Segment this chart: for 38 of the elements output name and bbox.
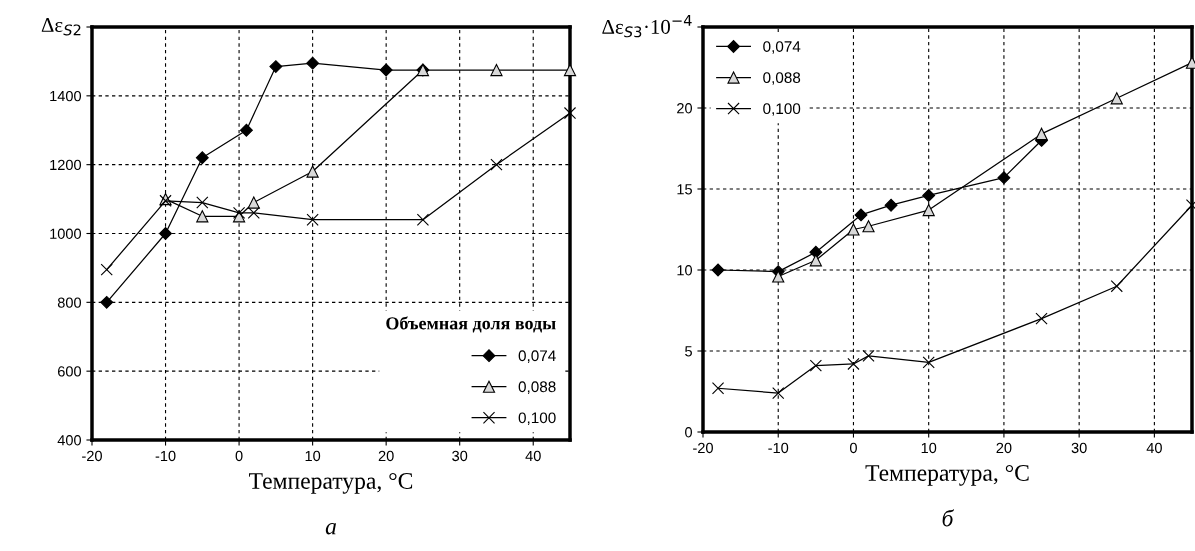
- y-tick-label: 1000: [50, 228, 82, 239]
- x-tick-label: 40: [525, 450, 541, 462]
- y-axis-title: Δε$_{S2}$: [41, 18, 81, 36]
- x-tick-label: 20: [996, 442, 1012, 454]
- x-axis-title: Температура, °C: [249, 472, 413, 494]
- legend-label: 0,088: [763, 72, 801, 85]
- y-tick-label: 20: [677, 103, 693, 114]
- x-tick-label: 0: [235, 450, 243, 462]
- x-tick-label: 40: [1146, 442, 1162, 454]
- x-tick-label: 30: [452, 450, 468, 462]
- legend-label: 0,088: [518, 381, 556, 394]
- y-tick-label: 10: [677, 265, 693, 276]
- x-tick-label: 30: [1071, 442, 1087, 454]
- legend-label: 0,100: [518, 412, 556, 426]
- x-tick-label: 20: [378, 450, 394, 462]
- legend-label: 0,074: [518, 350, 556, 363]
- y-tick-label: 1200: [50, 159, 82, 171]
- y-tick-label: 400: [57, 435, 82, 446]
- x-tick-label: -10: [155, 450, 176, 462]
- y-axis-title: Δε$_{S3}$·10$^{−4}$: [602, 15, 692, 38]
- x-axis-title: Температура, °C: [865, 464, 1029, 486]
- legend-label: 0,100: [763, 103, 801, 116]
- x-tick-label: 10: [921, 442, 937, 454]
- y-tick-label: 1400: [50, 90, 82, 102]
- y-tick-label: 800: [57, 297, 82, 308]
- y-tick-label: 0: [685, 427, 693, 438]
- x-tick-label: -20: [82, 450, 102, 462]
- y-tick-label: 600: [57, 366, 82, 377]
- x-tick-label: 10: [305, 450, 321, 462]
- legend-title: Объемная доля воды: [386, 316, 556, 333]
- y-tick-label: 15: [677, 184, 692, 195]
- y-tick-label: 5: [685, 346, 692, 357]
- x-tick-label: -20: [693, 442, 713, 454]
- legend-label: 0,074: [763, 41, 801, 54]
- text: б: [942, 509, 955, 527]
- x-tick-label: 0: [849, 442, 857, 454]
- text: а: [325, 523, 337, 535]
- x-tick-label: -10: [768, 442, 789, 454]
